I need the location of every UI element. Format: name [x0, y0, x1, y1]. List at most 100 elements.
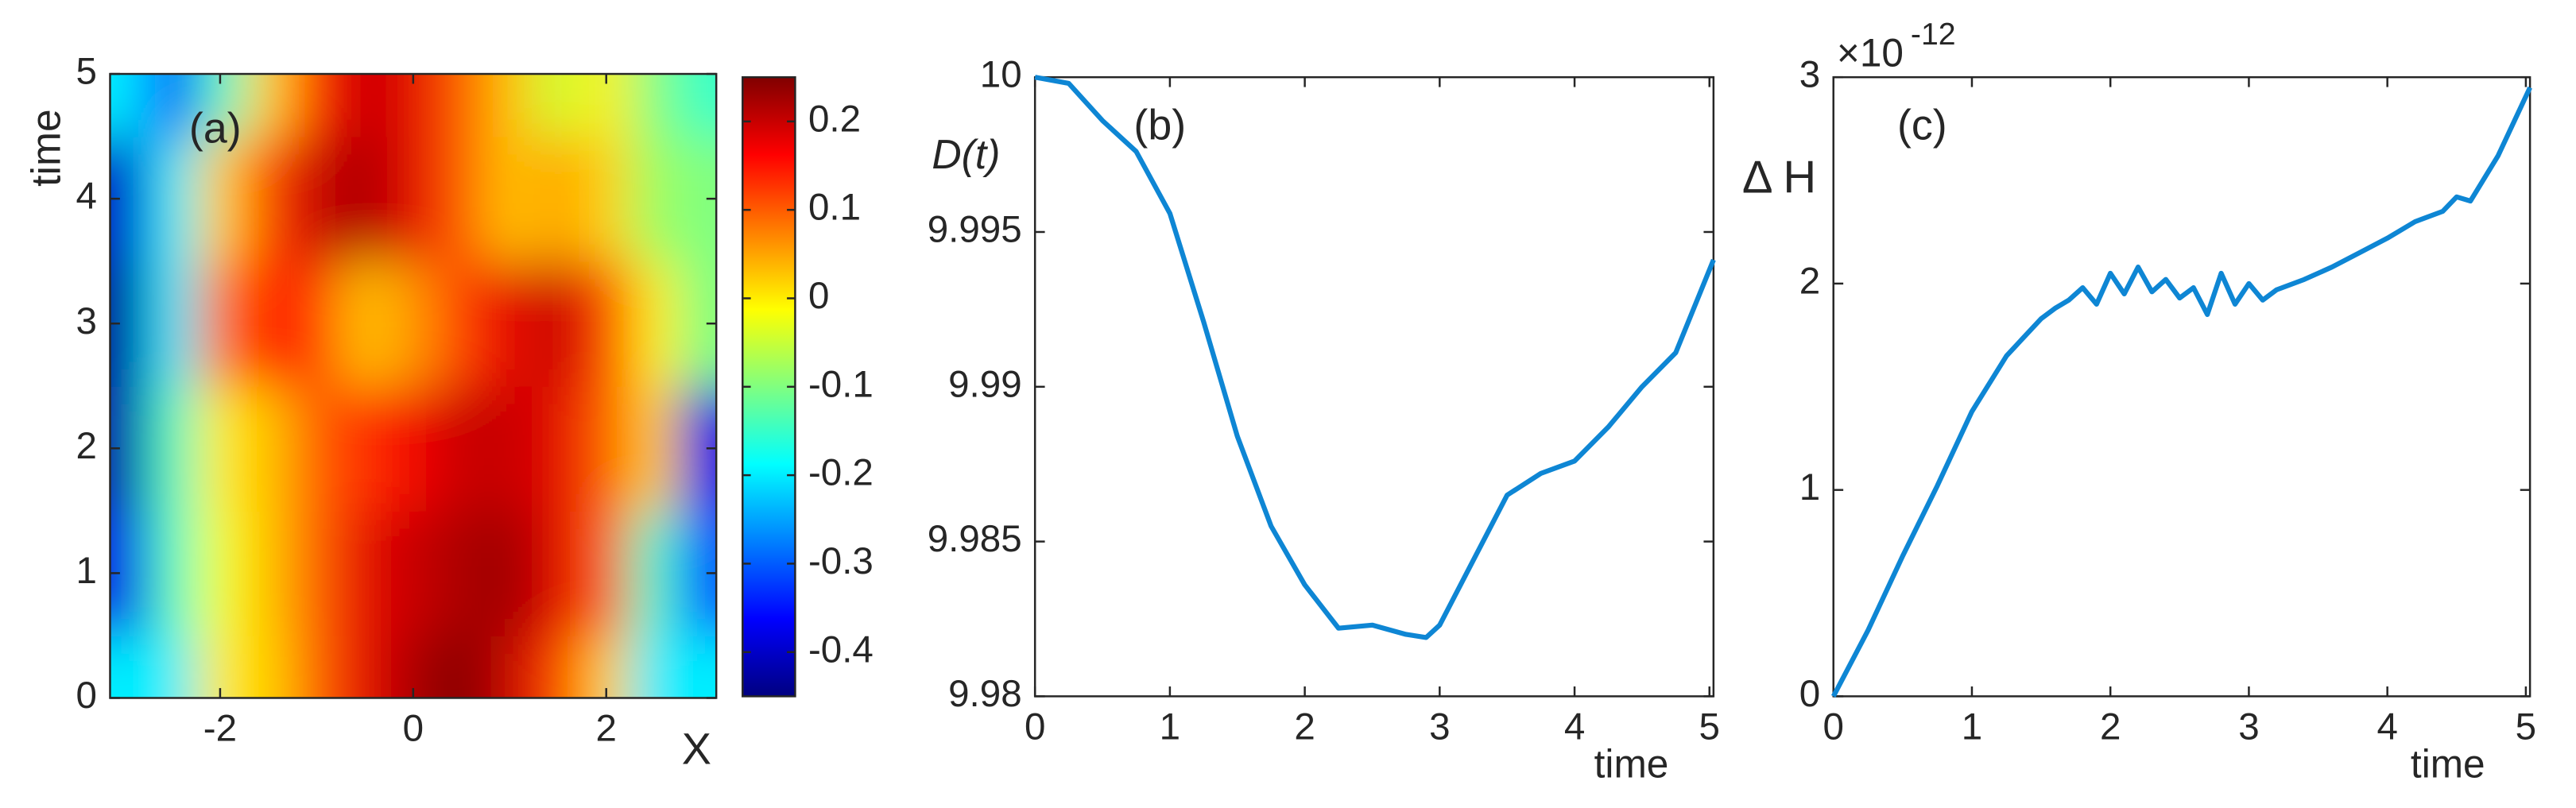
heat-cell — [196, 136, 246, 262]
y-tick-label: 10 — [980, 54, 1022, 96]
x-tick-label: 4 — [1564, 706, 1585, 748]
y-tick-label: 3 — [76, 300, 97, 342]
heat-cell — [582, 261, 632, 387]
heat-cell — [196, 74, 246, 137]
y-multiplier: ×10 — [1837, 30, 1904, 75]
heat-cell — [582, 385, 632, 512]
panel-label: (c) — [1897, 101, 1947, 149]
heat-cell — [147, 136, 197, 262]
heat-cell — [340, 261, 390, 387]
y-axis-label: D(t) — [932, 131, 1000, 177]
colorbar-tick-label: -0.2 — [808, 452, 874, 494]
heat-cell — [533, 385, 583, 512]
heat-cell — [533, 635, 583, 698]
x-axis-label: time — [1594, 741, 1669, 786]
y-tick-label: 9.985 — [928, 518, 1022, 560]
heat-cell — [244, 510, 294, 636]
heat-cell — [292, 635, 342, 698]
colorbar-tick-label: -0.4 — [808, 628, 874, 671]
heat-cell — [485, 385, 535, 512]
x-axis-label: time — [2411, 741, 2485, 786]
heat-cell — [533, 510, 583, 636]
line — [1830, 86, 2532, 698]
x-tick-label: 0 — [403, 707, 424, 749]
y-tick-label: 5 — [76, 51, 97, 93]
x-tick-label: 4 — [2377, 706, 2397, 748]
x-tick-label: 1 — [1962, 706, 1982, 748]
heat-cell — [630, 510, 680, 636]
y-tick-label: 9.98 — [948, 673, 1022, 715]
x-tick-label: 5 — [2516, 706, 2536, 748]
x-tick-label: 3 — [2238, 706, 2259, 748]
heat-cell — [340, 136, 390, 262]
heat-cell — [437, 136, 486, 262]
heat-cell — [292, 261, 342, 387]
heat-cell — [582, 635, 632, 698]
heat-cell — [582, 74, 632, 137]
heat-cell — [485, 261, 535, 387]
heat-cell — [340, 510, 390, 636]
heat-cell — [340, 635, 390, 698]
heat-cell — [678, 635, 717, 698]
heat-cell — [244, 385, 294, 512]
y-exponent: -12 — [1911, 17, 1956, 52]
y-tick-label: 0 — [76, 675, 97, 717]
panel-label: (b) — [1133, 101, 1186, 149]
x-tick-label: -2 — [203, 707, 237, 749]
x-tick-label: 5 — [1699, 706, 1720, 748]
heat-cell — [630, 261, 680, 387]
heat-cell — [244, 635, 294, 698]
heat-cell — [196, 261, 246, 387]
heat-cell — [437, 635, 486, 698]
heat-cell — [389, 635, 439, 698]
x-tick-label: 0 — [1823, 706, 1844, 748]
heat-cell — [437, 510, 486, 636]
x-tick-label: 2 — [2100, 706, 2121, 748]
heatmap — [110, 74, 717, 698]
y-tick-label: 4 — [76, 176, 97, 218]
heat-cell — [147, 74, 197, 137]
heat-cell — [244, 261, 294, 387]
heat-cell — [582, 510, 632, 636]
heat-cell — [110, 635, 149, 698]
heat-cell — [196, 385, 246, 512]
heat-cell — [485, 635, 535, 698]
axes-frame — [1832, 75, 2531, 698]
heat-cell — [630, 74, 680, 137]
panel-label: (a) — [189, 105, 242, 153]
heat-cell — [533, 74, 583, 137]
y-tick-label: 0 — [1799, 673, 1820, 715]
heat-cell — [147, 510, 197, 636]
heat-cell — [437, 261, 486, 387]
heat-cell — [389, 261, 439, 387]
heat-cell — [196, 510, 246, 636]
colorbar — [742, 75, 796, 698]
heat-cell — [292, 136, 342, 262]
y-tick-label: 1 — [76, 550, 97, 592]
colorbar-tick-label: -0.3 — [808, 540, 874, 582]
heat-cell — [485, 510, 535, 636]
heat-cell — [630, 136, 680, 262]
heat-cell — [340, 74, 390, 137]
x-tick-label: 2 — [596, 707, 617, 749]
y-tick-label: 9.99 — [948, 363, 1022, 405]
heat-cell — [485, 74, 535, 137]
x-tick-label: 0 — [1025, 706, 1045, 748]
heat-cell — [389, 136, 439, 262]
heat-cell — [244, 136, 294, 262]
colorbar-tick-label: -0.1 — [808, 363, 874, 405]
colorbar-tick-label: 0.1 — [808, 187, 861, 229]
axes-frame — [1033, 75, 1715, 698]
colorbar-tick-label: 0 — [808, 275, 829, 317]
heat-cell — [485, 136, 535, 262]
heat-cell — [147, 385, 197, 512]
heat-cell — [196, 635, 246, 698]
y-tick-label: 1 — [1799, 466, 1820, 508]
x-axis-label: X — [682, 723, 711, 773]
heat-cell — [147, 261, 197, 387]
heat-cell — [678, 74, 717, 137]
heat-cell — [437, 74, 486, 137]
heat-cell — [147, 635, 197, 698]
heat-cell — [630, 385, 680, 512]
